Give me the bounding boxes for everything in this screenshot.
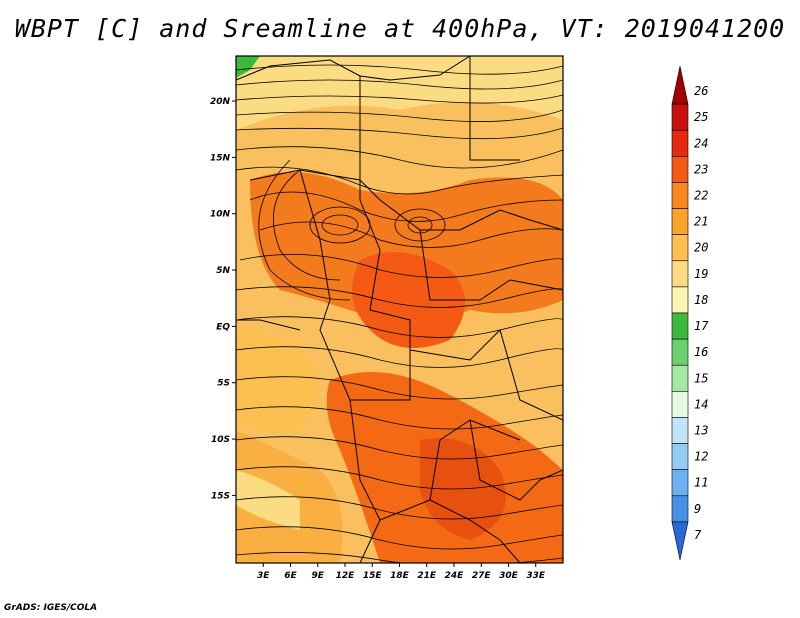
lat-tick-label: 10S [211,435,230,445]
lat-tick-label: EQ [216,322,230,332]
colorbar: 26 25 24 23 22 21 20 19 18 17 16 15 14 13 12 11 9 7 [671,65,709,561]
streamlines [236,64,563,563]
colorbar-label: 12 [694,450,708,464]
lat-tick-label: 15S [211,491,230,501]
colorbar-swatch [671,129,689,157]
lat-tick-label: 15N [210,153,231,163]
colorbar-swatch [671,156,689,183]
colorbar-swatch [671,260,689,288]
lat-tick-label: 10N [210,210,231,220]
colorbar-swatch [671,443,689,470]
lon-tick-label: 18E [390,571,410,581]
lon-tick-label: 21E [417,571,437,581]
colorbar-swatch [671,469,689,497]
colorbar-swatch [671,312,689,340]
colorbar-label: 21 [694,215,708,229]
colorbar-label: 20 [694,241,708,255]
lon-tick-label: 30E [499,571,519,581]
country-borders [236,56,563,563]
colorbar-label: 14 [694,397,708,411]
colorbar-swatch [671,364,689,392]
lon-tick-label: 33E [526,571,546,581]
lat-tick-label: 5S [217,379,230,389]
colorbar-label: 11 [694,476,708,490]
lat-axis: 20N 15N 10N 5N EQ 5S 10S 15S [210,97,236,501]
colorbar-label: 24 [694,136,708,150]
colorbar-swatch [671,338,689,366]
lon-tick-label: 24E [445,571,465,581]
lon-axis: 3E 6E 9E 12E 15E 18E 21E 24E 27E 30E 33E [257,563,546,581]
lon-tick-label: 3E [257,571,270,581]
lon-tick-label: 27E [472,571,492,581]
wbpt-field [236,56,563,563]
colorbar-label: 22 [694,189,708,203]
chart-title: WBPT [C] and Sreamline at 400hPa, VT: 20… [14,14,786,43]
lat-tick-label: 5N [216,266,230,276]
colorbar-label: 9 [694,502,701,516]
footer-credit: GrADS: IGES/COLA [4,603,98,613]
colorbar-swatch [671,286,689,314]
colorbar-swatch [671,521,689,561]
colorbar-swatch [671,495,689,523]
colorbar-swatch [671,417,689,444]
colorbar-label: 26 [694,84,708,98]
colorbar-label: 23 [694,162,708,176]
colorbar-swatch [671,391,689,418]
lat-tick-label: 20N [210,97,231,107]
colorbar-label: 15 [694,371,708,385]
colorbar-swatch [671,103,689,131]
lon-tick-label: 6E [284,571,297,581]
colorbar-label: 7 [694,528,702,542]
colorbar-label: 19 [694,267,708,281]
colorbar-swatch [671,65,689,105]
lon-tick-label: 15E [363,571,383,581]
colorbar-label: 25 [694,110,708,124]
colorbar-swatch [671,234,689,262]
lon-tick-label: 9E [312,571,325,581]
colorbar-label: 18 [694,293,708,307]
colorbar-label: 16 [694,345,708,359]
colorbar-label: 17 [694,319,709,333]
lon-tick-label: 12E [336,571,356,581]
colorbar-swatch [671,208,689,235]
colorbar-swatch [671,182,689,209]
colorbar-label: 13 [694,424,708,438]
